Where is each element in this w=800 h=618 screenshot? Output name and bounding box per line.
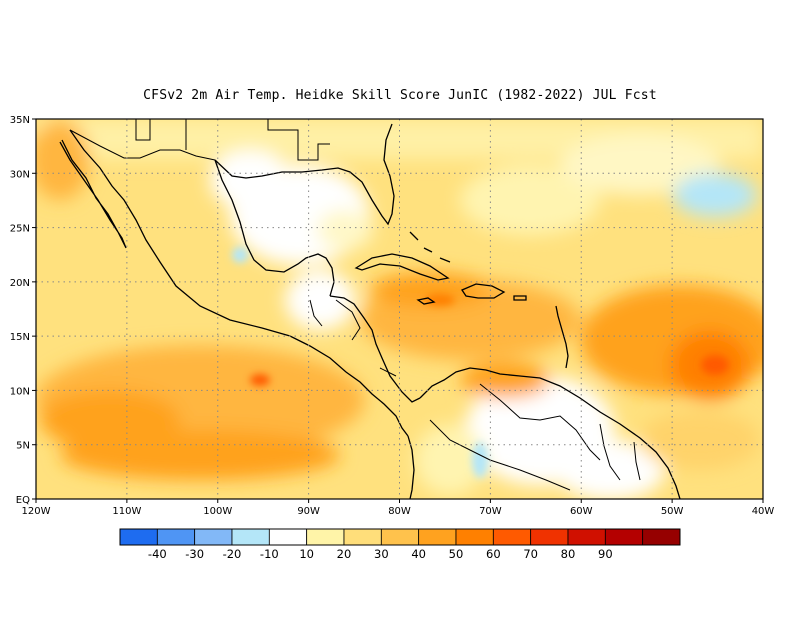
lon-label: 40W bbox=[752, 506, 775, 517]
colorbar-swatch bbox=[418, 528, 457, 546]
map-grid bbox=[36, 119, 763, 499]
colorbar-label: 20 bbox=[337, 547, 352, 561]
lon-label: 60W bbox=[570, 506, 593, 517]
political-boundaries bbox=[69, 119, 641, 491]
colorbar-swatch bbox=[604, 528, 644, 546]
colorbar-label: 10 bbox=[299, 547, 314, 561]
colorbar-label: 70 bbox=[523, 547, 538, 561]
lon-label: 120W bbox=[22, 506, 51, 517]
colorbar-swatch bbox=[306, 528, 345, 546]
colorbar-label: 30 bbox=[374, 547, 389, 561]
colorbar-swatch bbox=[380, 528, 420, 546]
lon-label: 80W bbox=[388, 506, 411, 517]
lat-label: 10N bbox=[10, 386, 30, 397]
colorbar-swatch bbox=[530, 528, 569, 546]
colorbar-swatch bbox=[455, 528, 494, 546]
colorbar-label: 90 bbox=[598, 547, 613, 561]
colorbar-swatch bbox=[343, 528, 382, 546]
colorbar-swatch bbox=[567, 528, 606, 546]
colorbar-frame bbox=[119, 528, 681, 546]
colorbar-label: 50 bbox=[449, 547, 464, 561]
lat-label: 5N bbox=[16, 441, 30, 452]
colorbar-swatch bbox=[156, 528, 196, 546]
colorbar-swatch bbox=[231, 528, 270, 546]
lon-label: 70W bbox=[479, 506, 502, 517]
lon-label: 90W bbox=[297, 506, 320, 517]
colorbar-swatch bbox=[194, 528, 233, 546]
lon-label: 100W bbox=[203, 506, 232, 517]
colorbar-label: -10 bbox=[260, 547, 279, 561]
skill-shading bbox=[36, 119, 763, 499]
colorbar-label: 80 bbox=[561, 547, 576, 561]
colorbar-swatch bbox=[642, 528, 681, 546]
colorbar-swatch bbox=[119, 528, 158, 546]
lat-label: EQ bbox=[16, 495, 30, 506]
lon-label: 110W bbox=[112, 506, 141, 517]
lat-label: 20N bbox=[10, 278, 30, 289]
colorbar-swatch bbox=[492, 528, 532, 546]
colorbar: -40 -30 -20 -10 10 20 30 40 50 60 70 80 90 bbox=[119, 528, 681, 561]
coastlines bbox=[59, 123, 681, 499]
lat-label: 15N bbox=[10, 332, 30, 343]
colorbar-label: -20 bbox=[223, 547, 242, 561]
colorbar-label: -40 bbox=[148, 547, 167, 561]
colorbar-label: 40 bbox=[411, 547, 426, 561]
lat-label: 25N bbox=[10, 224, 30, 235]
colorbar-label: 60 bbox=[486, 547, 501, 561]
lon-label: 50W bbox=[661, 506, 684, 517]
colorbar-label: -30 bbox=[185, 547, 204, 561]
lat-label: 30N bbox=[10, 169, 30, 180]
colorbar-swatch bbox=[268, 528, 308, 546]
map-title: CFSv2 2m Air Temp. Heidke Skill Score Ju… bbox=[143, 88, 657, 103]
lat-label: 35N bbox=[10, 115, 30, 126]
